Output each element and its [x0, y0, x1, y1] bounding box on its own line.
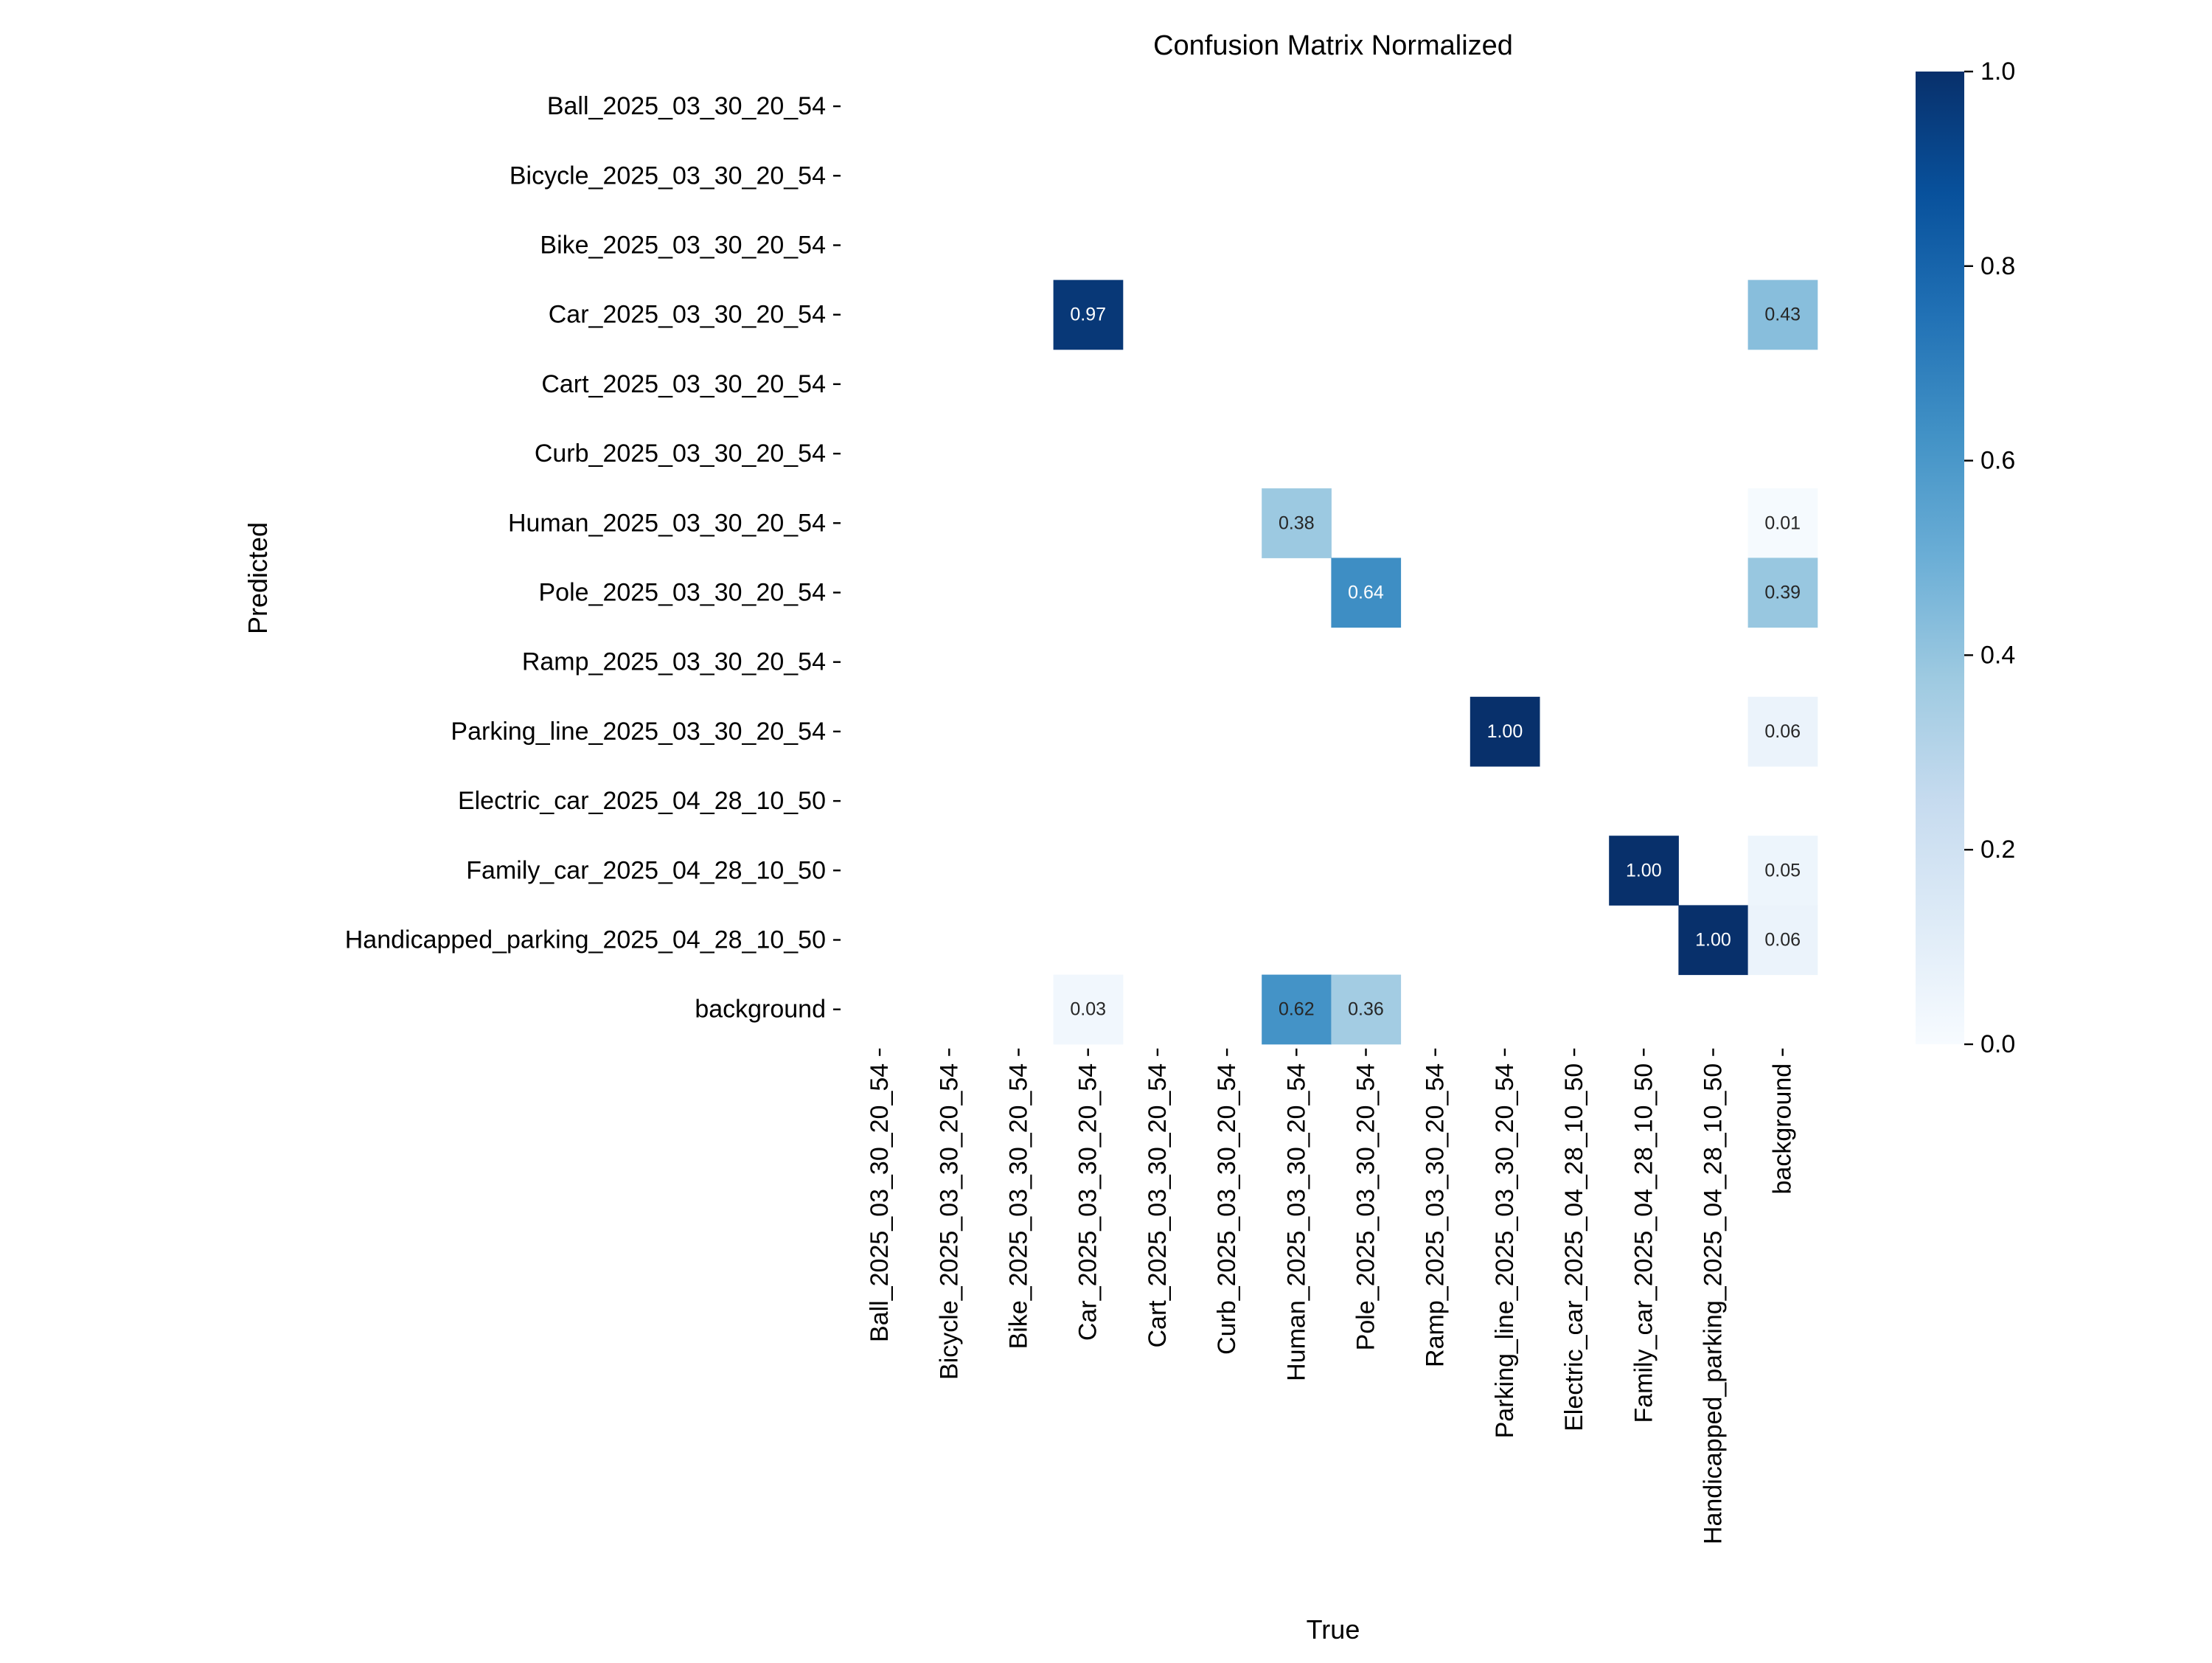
- colorbar-gradient: [1916, 72, 1964, 1044]
- y-tick-label: Bicycle_2025_03_30_20_54: [509, 162, 826, 190]
- x-tick-label: Family_car_2025_04_28_10_50: [1630, 1063, 1658, 1423]
- x-tick-label: Cart_2025_03_30_20_54: [1144, 1063, 1172, 1348]
- x-tick-label: Curb_2025_03_30_20_54: [1213, 1063, 1241, 1355]
- heatmap-cell: [1609, 836, 1679, 906]
- heatmap-cell: [1747, 696, 1818, 767]
- heatmap-cell: [1678, 905, 1749, 976]
- x-tick-label: Car_2025_03_30_20_54: [1074, 1063, 1102, 1341]
- cell-value-label: 0.06: [1764, 930, 1801, 951]
- colorbar-tick-label: 0.6: [1980, 447, 2015, 475]
- y-tick-label: Pole_2025_03_30_20_54: [538, 579, 826, 607]
- y-tick-label: Handicapped_parking_2025_04_28_10_50: [345, 926, 826, 954]
- x-tick-label: Ramp_2025_03_30_20_54: [1422, 1063, 1450, 1367]
- heatmap-cell: [1262, 488, 1332, 558]
- heatmap-cell: [1331, 974, 1402, 1045]
- x-tick-label: Electric_car_2025_04_28_10_50: [1560, 1063, 1588, 1431]
- heatmap-cell: [1747, 488, 1818, 558]
- heatmap-cell: [1053, 280, 1124, 350]
- cell-value-label: 0.43: [1764, 305, 1801, 325]
- x-tick-label: background: [1769, 1063, 1797, 1195]
- cell-value-label: 1.00: [1626, 860, 1662, 881]
- heatmap-cells: [1053, 280, 1818, 1045]
- cell-value-label: 0.03: [1070, 999, 1106, 1020]
- x-tick-label: Handicapped_parking_2025_04_28_10_50: [1700, 1063, 1728, 1544]
- colorbar-tick-label: 0.0: [1980, 1030, 2015, 1058]
- y-tick-label: Curb_2025_03_30_20_54: [535, 440, 826, 468]
- heatmap-cell: [1470, 696, 1540, 767]
- y-tick-label: Electric_car_2025_04_28_10_50: [458, 787, 826, 815]
- cell-value-label: 0.36: [1348, 999, 1384, 1020]
- y-tick-label: Car_2025_03_30_20_54: [549, 301, 826, 329]
- y-axis-label: Predicted: [243, 522, 273, 634]
- x-tick-label: Parking_line_2025_03_30_20_54: [1491, 1063, 1519, 1439]
- cell-value-label: 0.64: [1348, 583, 1384, 603]
- heatmap-cell: [1747, 905, 1818, 976]
- y-tick-label: Parking_line_2025_03_30_20_54: [451, 718, 826, 746]
- y-tick-label: Bike_2025_03_30_20_54: [540, 232, 826, 260]
- cell-value-label: 0.38: [1279, 513, 1315, 533]
- y-tick-label: Human_2025_03_30_20_54: [508, 509, 826, 537]
- x-axis-label: True: [1307, 1614, 1360, 1645]
- colorbar-tick-label: 0.4: [1980, 641, 2015, 669]
- x-tick-label: Pole_2025_03_30_20_54: [1352, 1063, 1380, 1351]
- colorbar-tick-label: 1.0: [1980, 58, 2015, 86]
- y-axis-ticks: Ball_2025_03_30_20_54 Bicycle_2025_03_30_…: [345, 92, 841, 1024]
- y-tick-label: background: [695, 996, 826, 1024]
- cell-value-label: 0.01: [1764, 513, 1801, 533]
- x-axis-ticks: Ball_2025_03_30_20_54 Bicycle_2025_03_30_…: [866, 1048, 1797, 1544]
- colorbar-tick-label: 0.8: [1980, 252, 2015, 280]
- cell-value-label: 0.06: [1764, 721, 1801, 742]
- cell-value-label: 0.39: [1764, 583, 1801, 603]
- heatmap-cell-labels: 0.97 0.43 0.38 0.01 0.64 0.39 1.00 0.06 1.00 0.05…: [1070, 305, 1801, 1020]
- cell-value-label: 0.97: [1070, 305, 1106, 325]
- colorbar: 0.0 0.2 0.4 0.6 0.8 1.0: [1916, 58, 2015, 1058]
- x-tick-label: Ball_2025_03_30_20_54: [866, 1063, 894, 1342]
- x-tick-label: Bike_2025_03_30_20_54: [1005, 1063, 1033, 1350]
- x-tick-label: Human_2025_03_30_20_54: [1282, 1063, 1310, 1381]
- heatmap-cell: [1331, 558, 1402, 628]
- y-tick-label: Ramp_2025_03_30_20_54: [522, 648, 826, 676]
- cell-value-label: 0.05: [1764, 860, 1801, 881]
- colorbar-tick-label: 0.2: [1980, 836, 2015, 864]
- heatmap-cell: [1747, 558, 1818, 628]
- heatmap-cell: [1747, 280, 1818, 350]
- heatmap-cell: [1747, 836, 1818, 906]
- y-tick-label: Family_car_2025_04_28_10_50: [466, 856, 826, 884]
- y-tick-label: Ball_2025_03_30_20_54: [547, 92, 826, 120]
- heatmap-cell: [1053, 974, 1124, 1045]
- x-tick-label: Bicycle_2025_03_30_20_54: [935, 1063, 963, 1380]
- y-tick-label: Cart_2025_03_30_20_54: [541, 370, 826, 398]
- cell-value-label: 1.00: [1695, 930, 1731, 951]
- cell-value-label: 0.62: [1279, 999, 1315, 1020]
- heatmap-cell: [1262, 974, 1332, 1045]
- chart-title: Confusion Matrix Normalized: [1153, 30, 1513, 61]
- cell-value-label: 1.00: [1487, 721, 1523, 742]
